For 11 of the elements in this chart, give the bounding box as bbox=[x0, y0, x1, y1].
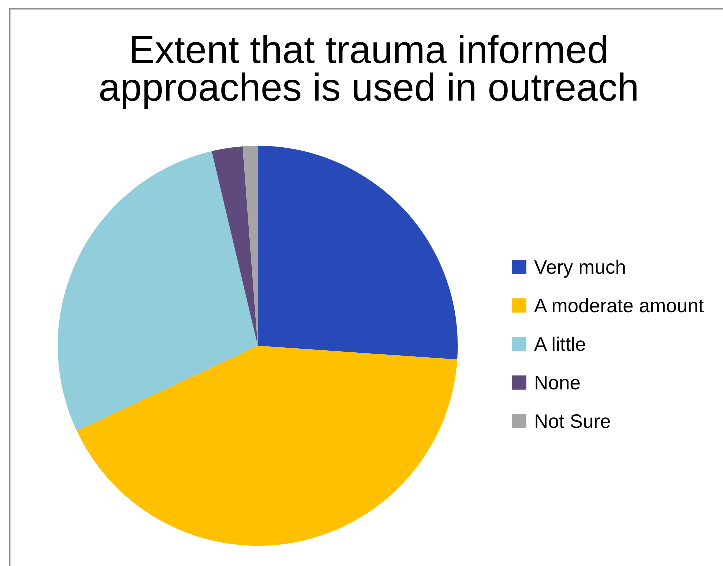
pie-slice bbox=[77, 346, 458, 546]
pie-slice bbox=[242, 146, 258, 346]
pie-slice bbox=[258, 146, 458, 360]
legend-label: Very much bbox=[534, 260, 625, 278]
pie-slice bbox=[58, 151, 258, 432]
legend-label: A moderate amount bbox=[534, 298, 704, 313]
legend-label: Not Sure bbox=[536, 414, 610, 428]
legend-label: A little bbox=[534, 336, 586, 352]
legend-label: None bbox=[536, 376, 580, 390]
pie-slice bbox=[212, 146, 258, 346]
chart-title: Extent that trauma informed approaches is used in outreach bbox=[100, 35, 637, 109]
